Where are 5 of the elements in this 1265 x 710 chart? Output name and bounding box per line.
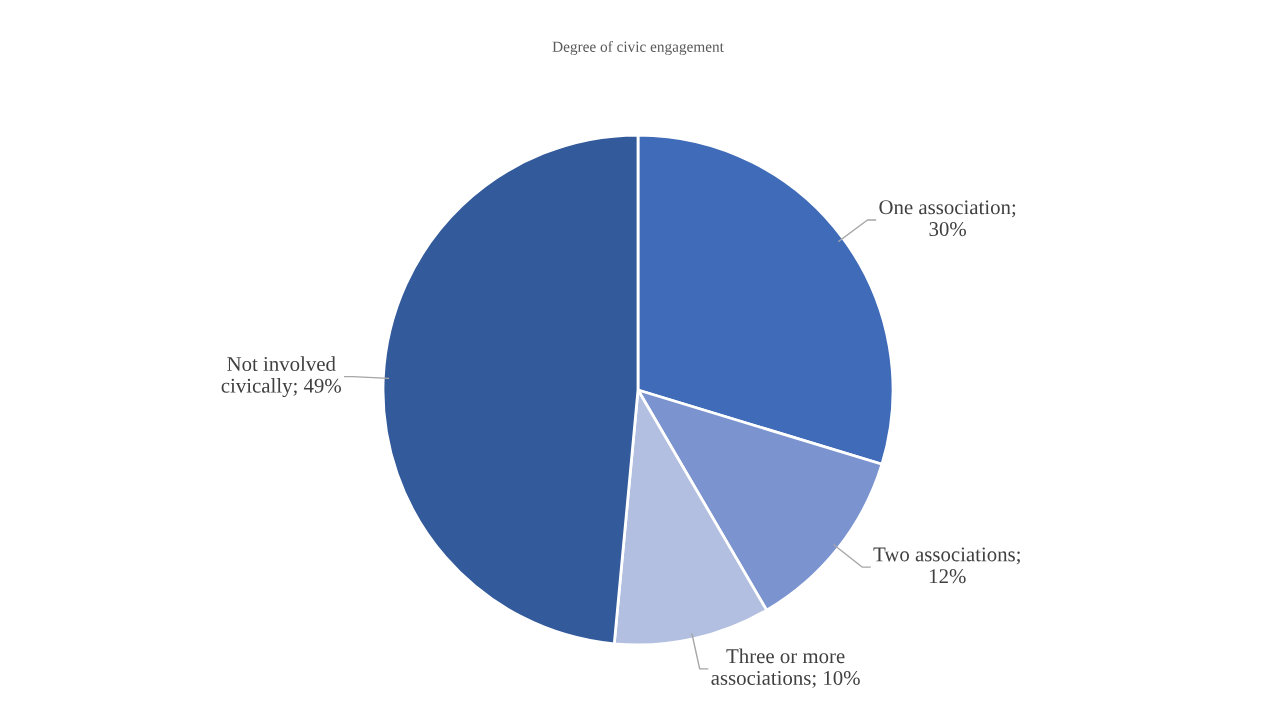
chart-title: Degree of civic engagement [552, 40, 724, 56]
slice-label: Two associations; 12% [873, 547, 1020, 584]
slice-label: Three or more associations; 10% [711, 648, 860, 688]
slice-label: One association; 30% [879, 200, 1016, 237]
slice-label: Not involved civically; 49% [221, 356, 341, 398]
